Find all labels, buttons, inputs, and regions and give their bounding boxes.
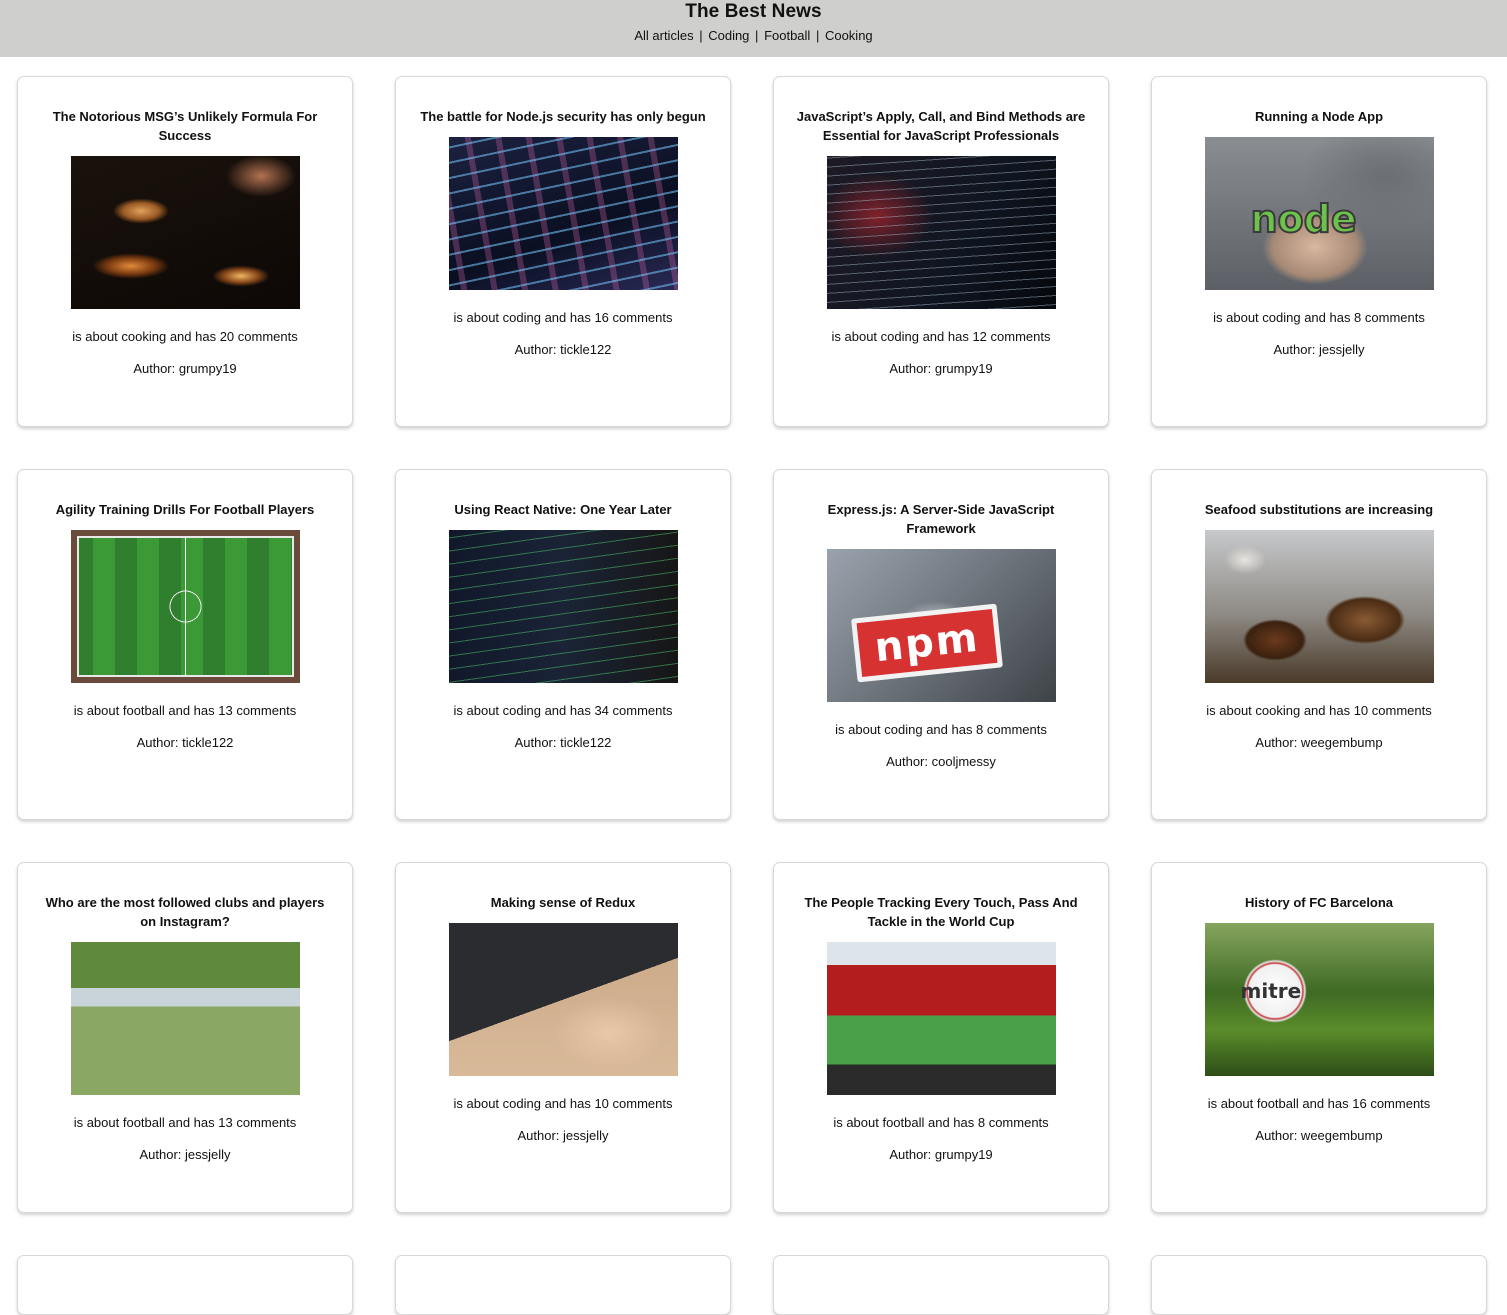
- article-topic-comments: is about football and has 8 comments: [833, 1115, 1049, 1130]
- football-on-grass-image: mitre: [1204, 923, 1434, 1076]
- article-topic-comments: is about coding and has 16 comments: [453, 310, 673, 325]
- article-topic-comments: is about cooking and has 10 comments: [1206, 703, 1432, 718]
- article-topic-comments: is about coding and has 34 comments: [453, 703, 673, 718]
- article-title[interactable]: The Notorious MSG’s Unlikely Formula For…: [52, 109, 318, 143]
- article-author: Author: grumpy19: [133, 361, 237, 376]
- article-card[interactable]: [1151, 1255, 1487, 1315]
- article-topic-comments: is about cooking and has 20 comments: [72, 329, 298, 344]
- article-card[interactable]: Seafood substitutions are increasing is …: [1151, 469, 1487, 820]
- article-title[interactable]: Running a Node App: [1254, 109, 1384, 124]
- article-title[interactable]: Agility Training Drills For Football Pla…: [55, 502, 315, 517]
- article-card[interactable]: [773, 1255, 1109, 1315]
- article-topic-comments: is about football and has 16 comments: [1207, 1096, 1431, 1111]
- article-author: Author: weegembump: [1255, 735, 1383, 750]
- article-title[interactable]: History of FC Barcelona: [1244, 895, 1394, 910]
- article-card[interactable]: The People Tracking Every Touch, Pass An…: [773, 862, 1109, 1213]
- article-card[interactable]: The Notorious MSG’s Unlikely Formula For…: [17, 76, 353, 427]
- code-screen-image: [448, 137, 678, 290]
- article-topic-comments: is about coding and has 10 comments: [453, 1096, 673, 1111]
- article-author: Author: grumpy19: [889, 1147, 993, 1162]
- article-card[interactable]: Agility Training Drills For Football Pla…: [17, 469, 353, 820]
- article-card[interactable]: The battle for Node.js security has only…: [395, 76, 731, 427]
- nav-separator: |: [755, 28, 759, 43]
- article-card[interactable]: Making sense of Redux is about coding an…: [395, 862, 731, 1213]
- stadium-image: [826, 942, 1056, 1095]
- article-card[interactable]: Express.js: A Server-Side JavaScript Fra…: [773, 469, 1109, 820]
- mitre-logo-text: mitre: [1240, 979, 1302, 1003]
- article-topic-comments: is about coding and has 12 comments: [831, 329, 1051, 344]
- nav-separator: |: [699, 28, 703, 43]
- article-author: Author: tickle122: [514, 342, 612, 357]
- article-card[interactable]: JavaScript’s Apply, Call, and Bind Metho…: [773, 76, 1109, 427]
- article-title[interactable]: Express.js: A Server-Side JavaScript Fra…: [827, 502, 1055, 536]
- article-card[interactable]: Using React Native: One Year Later is ab…: [395, 469, 731, 820]
- article-card[interactable]: Who are the most followed clubs and play…: [17, 862, 353, 1213]
- npm-sticker-image: npm: [826, 549, 1056, 702]
- code-screen-image: [826, 156, 1056, 309]
- article-author: Author: grumpy19: [889, 361, 993, 376]
- article-title[interactable]: Seafood substitutions are increasing: [1204, 502, 1434, 517]
- soccer-match-image: [70, 942, 300, 1095]
- nav-link-all-articles[interactable]: All articles: [634, 28, 694, 43]
- article-topic-comments: is about football and has 13 comments: [73, 703, 297, 718]
- seafood-plating-image: [1204, 530, 1434, 683]
- article-title[interactable]: Who are the most followed clubs and play…: [45, 895, 325, 929]
- laptop-coding-image: [448, 923, 678, 1076]
- article-title[interactable]: The People Tracking Every Touch, Pass An…: [804, 895, 1078, 929]
- article-author: Author: cooljmessy: [886, 754, 996, 769]
- football-pitch-image: [70, 530, 300, 683]
- nav-link-coding[interactable]: Coding: [708, 28, 750, 43]
- site-title: The Best News: [685, 1, 822, 22]
- article-topic-comments: is about football and has 13 comments: [73, 1115, 297, 1130]
- article-author: Author: jessjelly: [139, 1147, 231, 1162]
- article-title[interactable]: The battle for Node.js security has only…: [420, 109, 706, 124]
- article-author: Author: jessjelly: [1273, 342, 1365, 357]
- code-screen-image: [448, 530, 678, 683]
- nav-link-cooking[interactable]: Cooking: [824, 28, 873, 43]
- article-title[interactable]: JavaScript’s Apply, Call, and Bind Metho…: [796, 109, 1086, 143]
- article-card[interactable]: Running a Node App node is about coding …: [1151, 76, 1487, 427]
- cooking-pot-image: [70, 156, 300, 309]
- article-topic-comments: is about coding and has 8 comments: [835, 722, 1047, 737]
- article-card[interactable]: History of FC Barcelona mitre is about f…: [1151, 862, 1487, 1213]
- npm-logo-text: npm: [850, 603, 1003, 683]
- article-author: Author: weegembump: [1255, 1128, 1383, 1143]
- article-card[interactable]: [395, 1255, 731, 1315]
- site-header: The Best News All articles | Coding | Fo…: [0, 0, 1507, 57]
- node-logo-text: node: [1249, 196, 1357, 242]
- article-topic-comments: is about coding and has 8 comments: [1213, 310, 1425, 325]
- article-grid: The Notorious MSG’s Unlikely Formula For…: [17, 76, 1489, 1315]
- topic-nav: All articles | Coding | Football | Cooki…: [0, 28, 1507, 44]
- node-sticker-image: node: [1204, 137, 1434, 290]
- article-author: Author: jessjelly: [517, 1128, 609, 1143]
- article-card[interactable]: [17, 1255, 353, 1315]
- article-title[interactable]: Using React Native: One Year Later: [454, 502, 672, 517]
- article-author: Author: tickle122: [514, 735, 612, 750]
- article-author: Author: tickle122: [136, 735, 234, 750]
- article-title[interactable]: Making sense of Redux: [490, 895, 636, 910]
- nav-link-football[interactable]: Football: [764, 28, 811, 43]
- nav-separator: |: [815, 28, 820, 43]
